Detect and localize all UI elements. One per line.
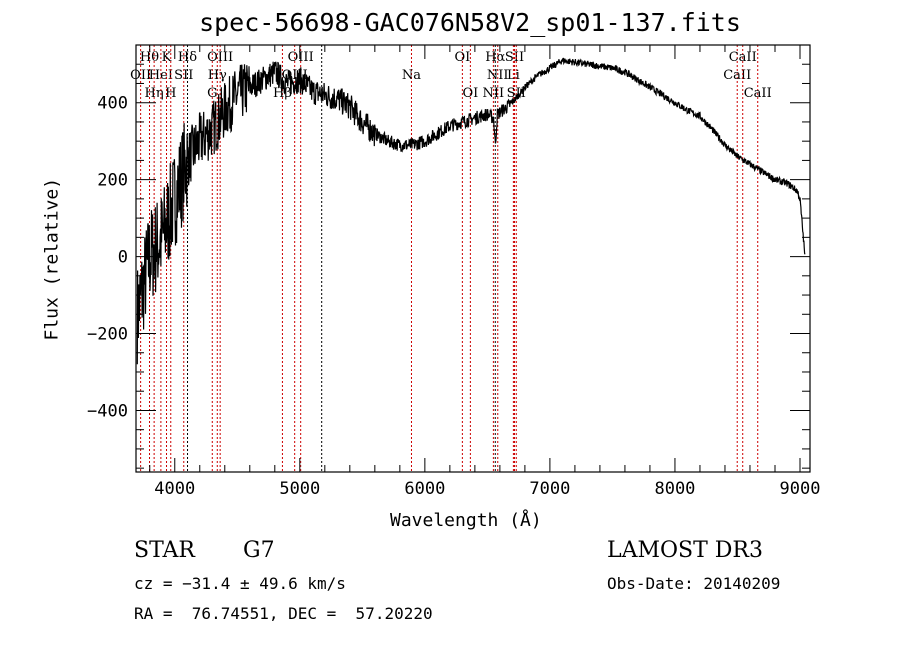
spectral-line-label: CaII bbox=[744, 86, 772, 101]
spectral-line-label: Hδ bbox=[178, 50, 197, 65]
spectral-line-label: OIII bbox=[288, 50, 314, 65]
y-tick-label: −200 bbox=[87, 325, 128, 345]
y-tick-label: −400 bbox=[87, 401, 128, 421]
spectral-line-label: Hα bbox=[485, 50, 505, 65]
subclass: G7 bbox=[243, 538, 275, 563]
x-tick-label: 8000 bbox=[654, 479, 695, 499]
spectral-line-label: K bbox=[162, 50, 172, 65]
spectral-line-label: Hθ bbox=[140, 50, 159, 65]
spectral-line-label: H bbox=[165, 86, 176, 101]
spectrum-series bbox=[136, 57, 806, 365]
plot-frame bbox=[135, 44, 811, 473]
spectral-line-label: CaII bbox=[723, 68, 751, 83]
spectral-line-label: HeI bbox=[149, 68, 173, 83]
x-tick-label: 5000 bbox=[279, 479, 320, 499]
y-tick-label: 200 bbox=[97, 171, 128, 191]
x-axis-label: Wavelength (Å) bbox=[390, 510, 542, 531]
spectral-line-label: NII bbox=[487, 68, 509, 83]
spectral-line-label: Hβ bbox=[273, 86, 292, 101]
redshift-cz: cz = −31.4 ± 49.6 km/s bbox=[134, 574, 346, 593]
x-tick-label: 6000 bbox=[404, 479, 445, 499]
object-class: STAR bbox=[134, 538, 195, 563]
spectral-line-label: Hη bbox=[145, 86, 164, 101]
chart-title: spec-56698-GAC076N58V2_sp01-137.fits bbox=[199, 8, 741, 37]
y-axis-label: Flux (relative) bbox=[41, 177, 63, 341]
spectral-line-label: Hγ bbox=[208, 68, 227, 83]
x-tick-label: 7000 bbox=[529, 479, 570, 499]
x-tick-label: 9000 bbox=[780, 479, 821, 499]
spectral-line-label: Na bbox=[402, 68, 421, 83]
spectral-line-label: OIII bbox=[207, 50, 233, 65]
survey-name: LAMOST DR3 bbox=[607, 538, 763, 563]
spectral-line-label: NII bbox=[483, 86, 505, 101]
spectral-line-label: OI bbox=[454, 50, 470, 65]
spectral-line-label: OII bbox=[130, 68, 151, 83]
x-tick-label: 4000 bbox=[154, 479, 195, 499]
spectral-line-label: CaII bbox=[729, 50, 757, 65]
obs-date: Obs-Date: 20140209 bbox=[607, 574, 781, 593]
spectral-line-label: SII bbox=[174, 68, 193, 83]
spectral-line-label: SII bbox=[505, 50, 524, 65]
coordinates: RA = 76.74551, DEC = 57.20220 bbox=[134, 604, 433, 623]
spectral-line-label: G bbox=[207, 86, 217, 101]
y-tick-label: 400 bbox=[97, 94, 128, 114]
spectral-line-label: OI bbox=[462, 86, 478, 101]
y-tick-label: 0 bbox=[118, 248, 128, 268]
spectral-line-label: Li bbox=[507, 68, 520, 83]
